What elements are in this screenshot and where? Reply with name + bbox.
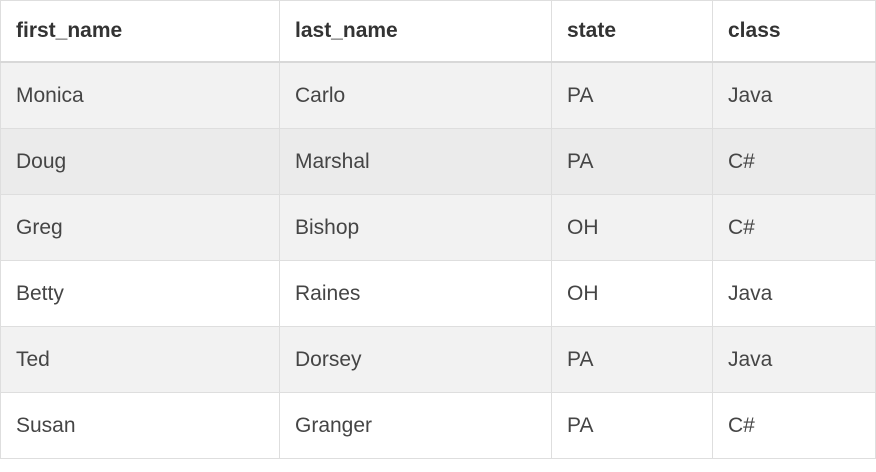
cell-class: Java [712, 61, 876, 129]
column-header-state: state [551, 0, 713, 63]
cell-last-name: Carlo [279, 61, 552, 129]
cell-class: Java [712, 260, 876, 327]
cell-state: OH [551, 194, 713, 261]
cell-state: PA [551, 61, 713, 129]
table-row: Monica Carlo PA Java [0, 61, 876, 129]
table-header: first_name last_name state class [0, 0, 876, 63]
table-row: Greg Bishop OH C# [0, 194, 876, 261]
column-header-last-name: last_name [279, 0, 552, 63]
cell-first-name: Ted [0, 326, 280, 393]
cell-last-name: Granger [279, 392, 552, 459]
cell-state: PA [551, 392, 713, 459]
cell-last-name: Dorsey [279, 326, 552, 393]
cell-state: OH [551, 260, 713, 327]
column-header-first-name: first_name [0, 0, 280, 63]
cell-state: PA [551, 326, 713, 393]
cell-class: C# [712, 128, 876, 195]
cell-last-name: Marshal [279, 128, 552, 195]
table-row: Doug Marshal PA C# [0, 128, 876, 195]
cell-first-name: Betty [0, 260, 280, 327]
students-table: first_name last_name state class Monica … [0, 0, 876, 459]
cell-first-name: Susan [0, 392, 280, 459]
header-row: first_name last_name state class [0, 0, 876, 63]
table-body: Monica Carlo PA Java Doug Marshal PA C# … [0, 61, 876, 459]
cell-first-name: Doug [0, 128, 280, 195]
table-row: Susan Granger PA C# [0, 392, 876, 459]
column-header-class: class [712, 0, 876, 63]
cell-class: Java [712, 326, 876, 393]
cell-first-name: Greg [0, 194, 280, 261]
table-row: Betty Raines OH Java [0, 260, 876, 327]
cell-last-name: Raines [279, 260, 552, 327]
cell-class: C# [712, 194, 876, 261]
cell-last-name: Bishop [279, 194, 552, 261]
cell-first-name: Monica [0, 61, 280, 129]
table-row: Ted Dorsey PA Java [0, 326, 876, 393]
cell-state: PA [551, 128, 713, 195]
cell-class: C# [712, 392, 876, 459]
